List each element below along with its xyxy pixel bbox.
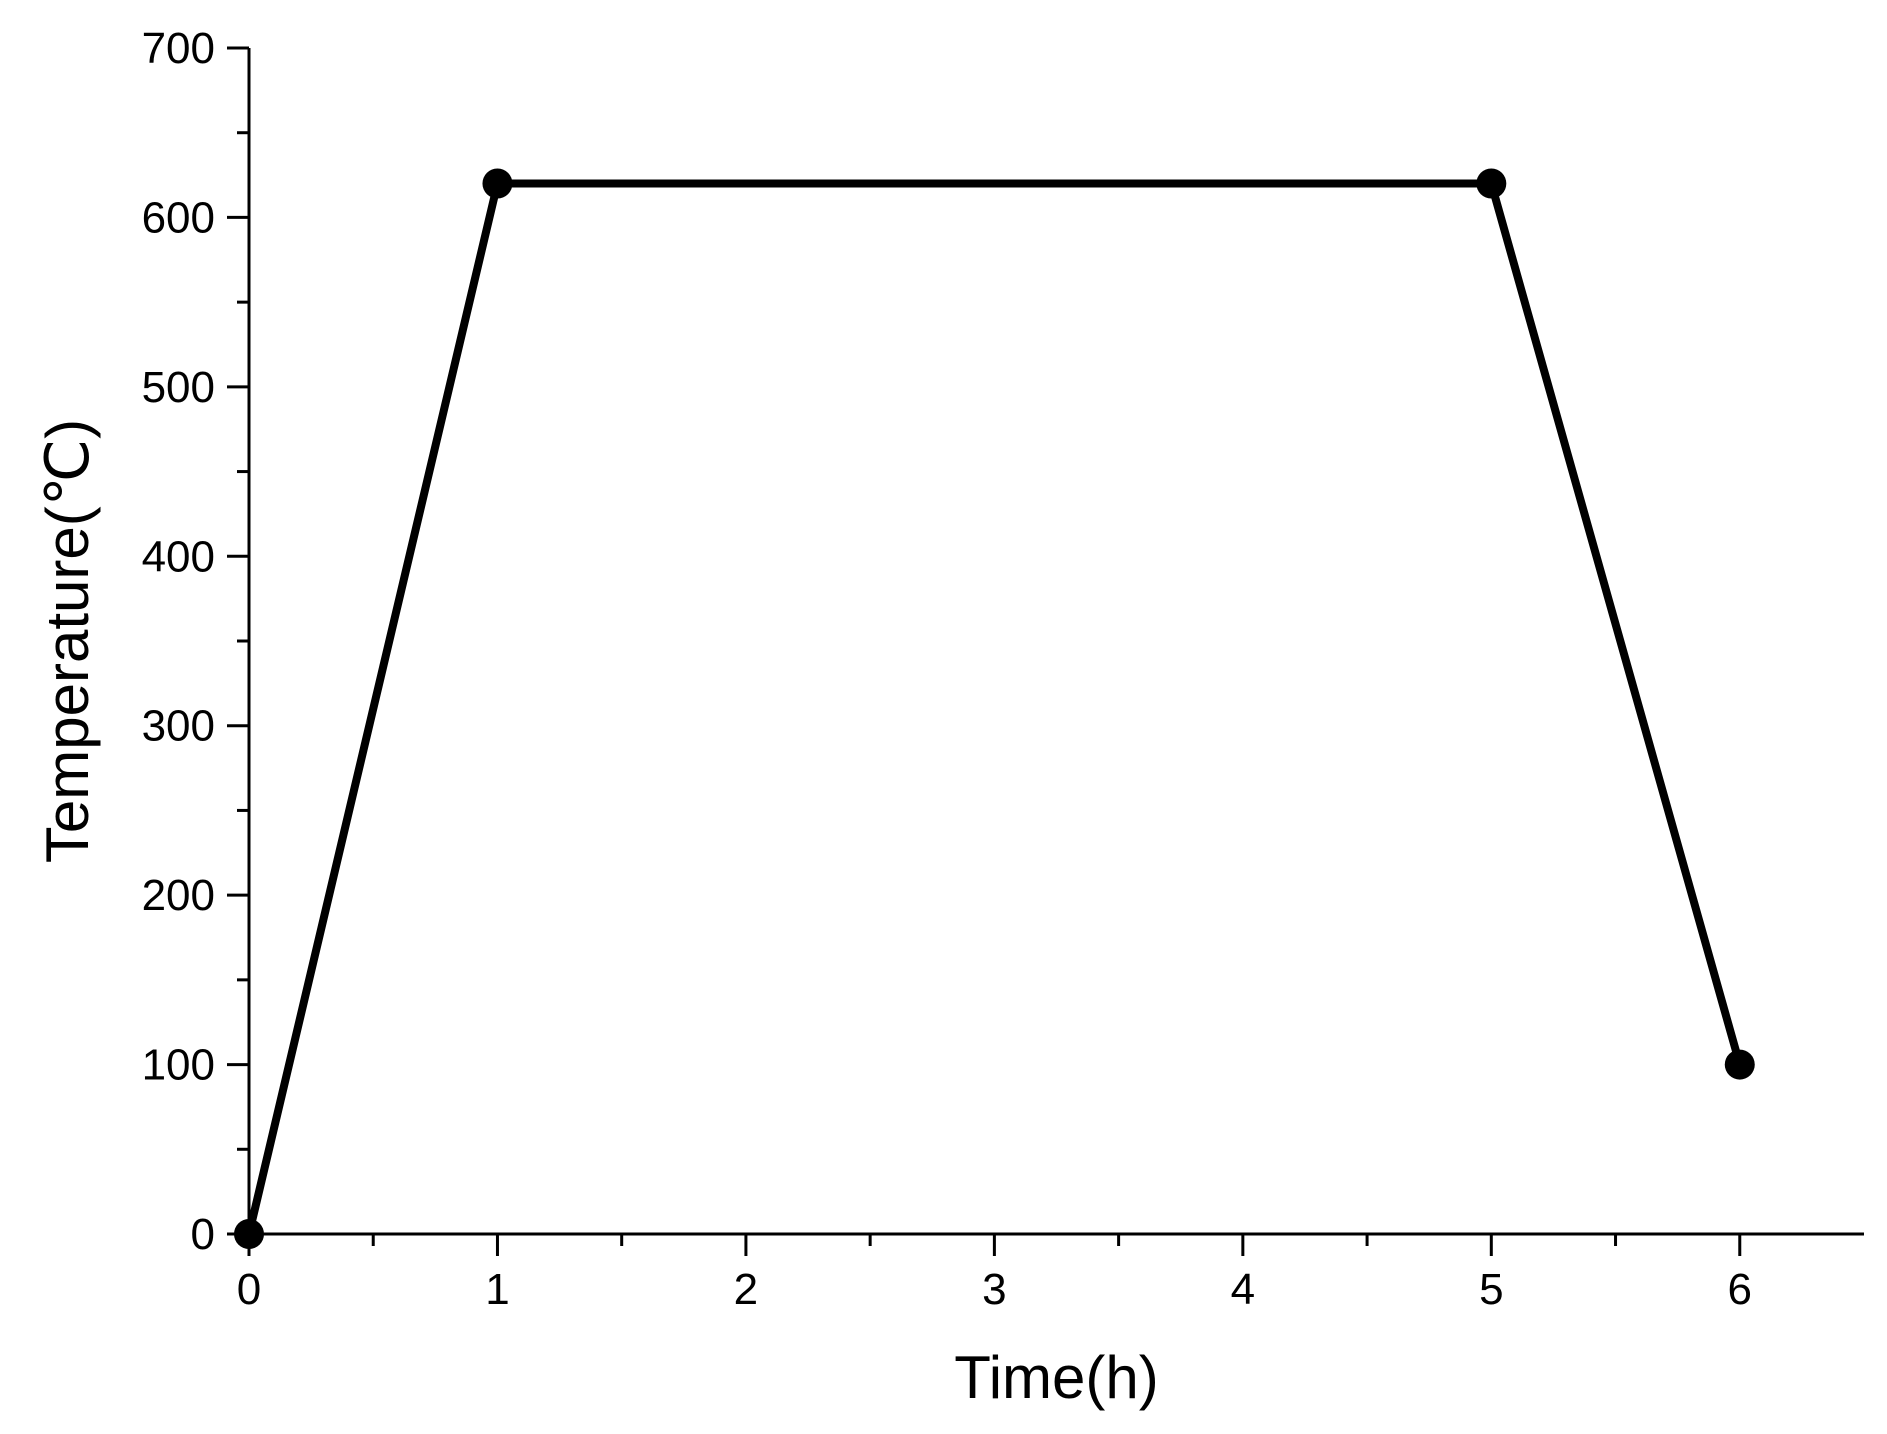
x-tick-label: 3 [982,1265,1006,1314]
x-tick-label: 0 [237,1265,261,1314]
x-tick-label: 4 [1231,1265,1255,1314]
y-tick-label: 500 [142,363,215,412]
data-point [234,1219,264,1249]
y-tick-label: 300 [142,702,215,751]
y-tick-label: 0 [191,1210,215,1259]
x-tick-label: 6 [1728,1265,1752,1314]
series-line [245,179,1744,1235]
data-point [1476,168,1507,199]
y-tick-label: 400 [142,532,215,581]
y-tick-label: 200 [142,871,215,920]
y-tick-label: 600 [142,193,215,242]
data-point [482,168,513,199]
y-tick-label: 700 [142,24,215,73]
axis-ticks [227,46,1742,1256]
data-markers [234,168,1755,1249]
data-point [1724,1049,1755,1080]
y-axis-title: Temperature(℃) [34,419,101,863]
series-polyline [245,179,1744,1235]
x-tick-label: 2 [734,1265,758,1314]
x-tick-label: 1 [485,1265,509,1314]
y-tick-label: 100 [142,1041,215,1090]
tick-labels: 0 100 200 300 400 500 600 700 0 1 2 3 4 5 6 [142,24,1752,1314]
x-axis-title: Time(h) [954,1344,1158,1411]
x-tick-label: 5 [1479,1265,1503,1314]
